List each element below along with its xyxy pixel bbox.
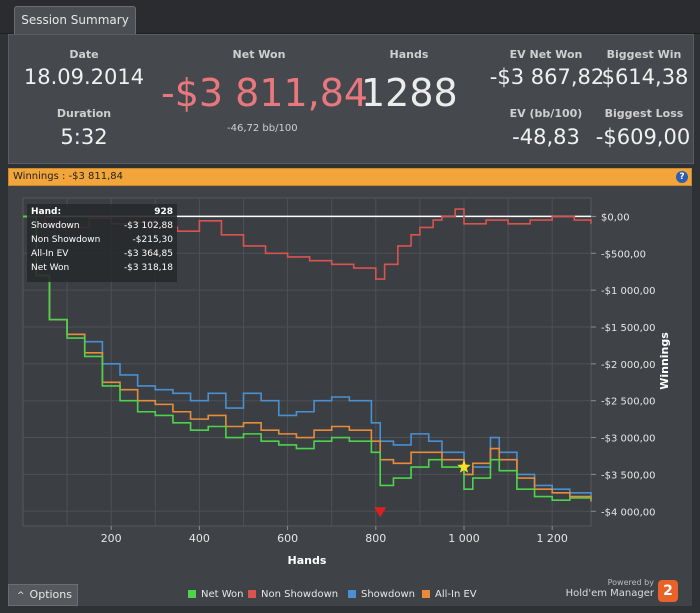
winnings-bar: Winnings : -$3 811,84 ?: [8, 168, 692, 186]
x-tick-label: 800: [365, 532, 386, 545]
biggest-loss-value: -$609,00: [595, 125, 691, 149]
legend-label: Net Won: [201, 589, 244, 600]
legend-label: Showdown: [361, 589, 415, 600]
y-tick-label: -$1 500,00: [601, 323, 656, 334]
tooltip-row-allin-ev: All-In EV -$3 364,85: [31, 249, 173, 262]
tooltip-key: Hand:: [31, 207, 62, 217]
ev-bb100-label: EV (bb/100): [509, 107, 583, 120]
tooltip-key: Non Showdown: [31, 235, 101, 245]
hands-value: 1288: [361, 71, 458, 115]
hem-brand-text: Hold'em Manager: [565, 588, 654, 599]
tooltip-value: -$3 102,88: [123, 221, 173, 231]
ev-bb100-value: -48,83: [512, 125, 580, 149]
series-line-net-won: [23, 215, 592, 502]
net-won-bb100: -46,72 bb/100: [227, 123, 298, 134]
x-tick-label: 1 200: [536, 532, 568, 545]
winnings-chart-svg: $0,00 -$500,00 -$1 000,00 -$1 500,00 -$2 000…: [22, 197, 671, 567]
legend-net-won[interactable]: Net Won: [188, 588, 244, 602]
series-line-all-in-ev: [23, 215, 592, 502]
powered-by-text: Powered by: [607, 578, 654, 587]
y-tick-label: $0,00: [601, 212, 630, 223]
tooltip-value: 928: [154, 207, 173, 217]
duration-value: 5:32: [60, 125, 108, 149]
y-tick-label: -$3 500,00: [601, 470, 656, 481]
tab-session-summary[interactable]: Session Summary: [14, 6, 136, 35]
y-tick-label: -$1 000,00: [601, 286, 656, 297]
tooltip-key: All-In EV: [31, 249, 69, 259]
tooltip-row-non-showdown: Non Showdown -$215,30: [31, 235, 173, 248]
biggest-win-value: $614,38: [601, 65, 689, 89]
x-tick-label: 1 000: [448, 532, 480, 545]
tooltip-row-showdown: Showdown -$3 102,88: [31, 221, 173, 234]
legend-non-showdown[interactable]: Non Showdown: [248, 588, 338, 602]
legend-swatch: [188, 590, 196, 598]
star-marker-icon: [457, 460, 471, 473]
x-tick-label: 600: [277, 532, 298, 545]
tooltip-value: -$215,30: [132, 235, 173, 245]
net-won-value: -$3 811,84: [161, 71, 369, 115]
y-tick-label: -$3 000,00: [601, 434, 656, 445]
net-won-label: Net Won: [232, 48, 286, 61]
ev-net-won-value: -$3 867,82: [489, 65, 605, 89]
min-marker-icon: [374, 507, 387, 518]
options-label: Options: [29, 588, 72, 601]
hem2-logo-icon: 2: [658, 580, 678, 602]
tooltip-row-net-won: Net Won -$3 318,18: [31, 263, 173, 276]
date-value: 18.09.2014: [23, 65, 145, 89]
tooltip-row-hand: Hand: 928: [31, 207, 173, 220]
legend-label: Non Showdown: [261, 589, 339, 600]
winnings-text: Winnings : -$3 811,84: [13, 171, 124, 182]
ev-net-won-label: EV Net Won: [509, 48, 583, 61]
powered-by: Powered by Hold'em Manager 2: [560, 578, 678, 606]
y-axis-label: Winnings: [658, 332, 671, 390]
legend-allin-ev[interactable]: All-In EV: [422, 588, 477, 602]
tooltip-key: Showdown: [31, 221, 80, 231]
tab-bar: Session Summary: [0, 0, 700, 35]
tooltip-value: -$3 364,85: [123, 249, 173, 259]
chevron-up-icon: ^: [17, 591, 25, 601]
hands-label: Hands: [389, 48, 429, 61]
legend-showdown[interactable]: Showdown: [348, 588, 415, 602]
legend-swatch: [248, 590, 256, 598]
help-icon[interactable]: ?: [676, 171, 688, 183]
biggest-loss-label: Biggest Loss: [604, 107, 684, 120]
date-label: Date: [69, 48, 99, 61]
y-tick-label: -$4 000,00: [601, 507, 656, 518]
y-tick-label: -$2 500,00: [601, 397, 656, 408]
x-tick-label: 200: [101, 532, 122, 545]
biggest-win-label: Biggest Win: [606, 48, 682, 61]
legend-swatch: [348, 590, 356, 598]
options-button[interactable]: ^ Options: [8, 584, 78, 606]
y-tick-label: -$2 000,00: [601, 360, 656, 371]
legend-swatch: [422, 590, 430, 598]
tooltip-key: Net Won: [31, 263, 70, 273]
series-line-showdown: [23, 215, 592, 497]
duration-label: Duration: [56, 107, 112, 120]
winnings-chart: $0,00 -$500,00 -$1 000,00 -$1 500,00 -$2 000…: [8, 186, 692, 606]
legend-label: All-In EV: [435, 589, 477, 600]
x-tick-label: 400: [189, 532, 210, 545]
y-tick-label: -$500,00: [601, 249, 646, 260]
summary-panel: Date 18.09.2014 Duration 5:32 Net Won -$…: [8, 34, 694, 164]
tooltip-value: -$3 318,18: [123, 263, 173, 273]
x-axis-label: Hands: [288, 554, 327, 567]
hand-tooltip: Hand: 928 Showdown -$3 102,88 Non Showdown…: [27, 204, 177, 282]
